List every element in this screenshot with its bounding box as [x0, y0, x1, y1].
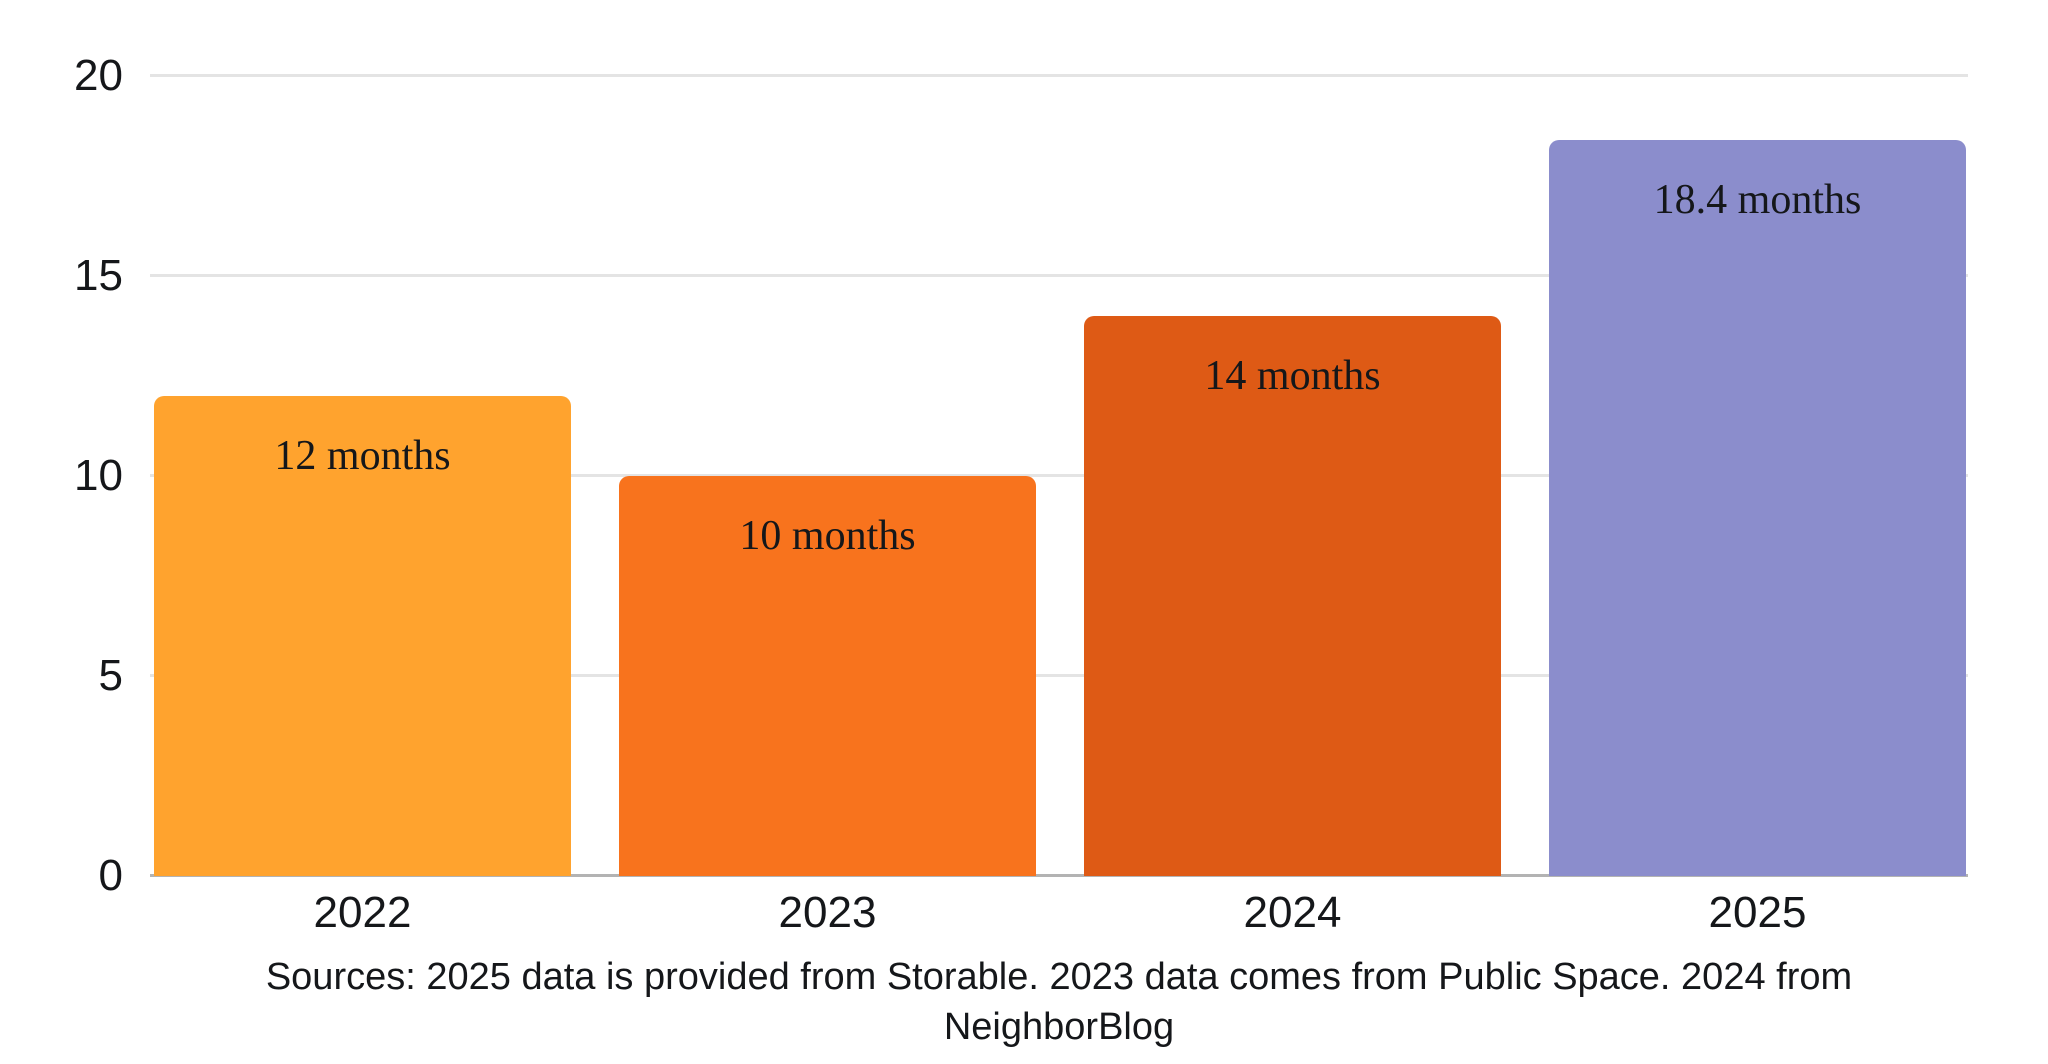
y-tick-label-10: 10 [74, 451, 123, 500]
bar-value-label-2022: 12 months [274, 433, 451, 479]
x-tick-label-2022: 2022 [313, 888, 412, 937]
bar-2025: 18.4 months [1549, 140, 1966, 876]
source-note: Sources: 2025 data is provided from Stor… [265, 956, 1853, 1048]
bar-value-label-2023: 10 months [739, 513, 916, 559]
x-tick-label-2024: 2024 [1243, 888, 1342, 937]
gridline-20 [150, 74, 1968, 77]
y-tick-label-5: 5 [98, 651, 123, 700]
y-tick-label-0: 0 [98, 851, 123, 900]
x-axis-baseline [150, 874, 1968, 877]
bar-2022: 12 months [154, 396, 571, 876]
y-tick-label-20: 20 [74, 51, 123, 100]
y-tick-label-15: 15 [74, 251, 123, 300]
x-tick-label-2025: 2025 [1708, 888, 1807, 937]
bar-value-label-2025: 18.4 months [1653, 177, 1862, 223]
gridline-15 [150, 274, 1968, 277]
bar-2024: 14 months [1084, 316, 1501, 876]
gridline-5 [150, 674, 1968, 677]
bar-2023: 10 months [619, 476, 1036, 876]
x-tick-label-2023: 2023 [778, 888, 877, 937]
gridline-10 [150, 474, 1968, 477]
bar-value-label-2024: 14 months [1204, 353, 1381, 399]
